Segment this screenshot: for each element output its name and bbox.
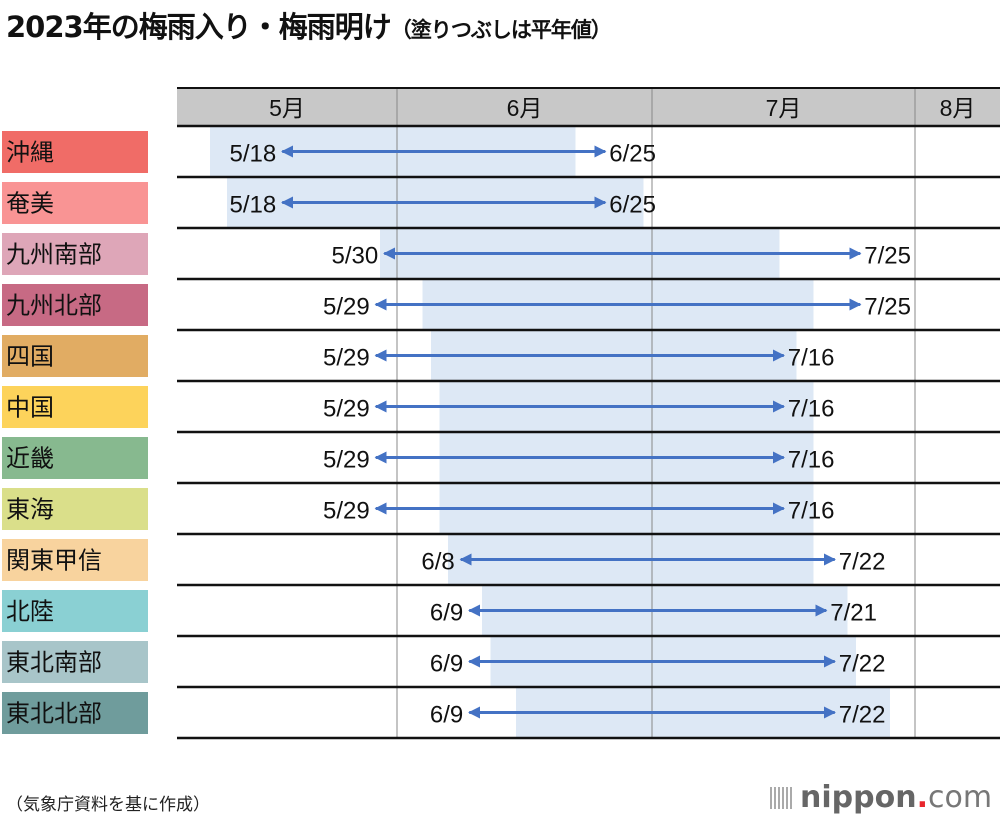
region-label: 北陸 (6, 598, 54, 626)
region-label: 九州南部 (6, 241, 102, 269)
region-label: 九州北部 (6, 292, 102, 320)
title-text: 2023年の梅雨入り・梅雨明け (6, 10, 392, 44)
region-label: 近畿 (6, 445, 54, 473)
end-date-label: 7/22 (839, 651, 886, 678)
region-label: 東北南部 (6, 649, 102, 677)
region-label: 四国 (6, 343, 54, 371)
logo-suffix: com (927, 780, 993, 815)
region-label-box (2, 386, 148, 428)
end-date-label: 7/25 (864, 243, 911, 270)
end-date-label: 7/25 (864, 294, 911, 321)
region-label-box (2, 284, 148, 326)
region-label-box (2, 539, 148, 581)
region-label: 関東甲信 (6, 547, 102, 575)
end-date-label: 6/25 (609, 192, 656, 219)
logo-bars-icon (770, 787, 792, 809)
region-label-box (2, 233, 148, 275)
start-date-label: 5/29 (323, 498, 370, 525)
logo-name: nippon (800, 780, 917, 815)
start-date-label: 5/29 (323, 396, 370, 423)
start-date-label: 5/18 (230, 141, 277, 168)
region-label-box (2, 641, 148, 683)
start-date-label: 5/29 (323, 294, 370, 321)
region-label-box (2, 590, 148, 632)
logo-dot: . (916, 780, 928, 815)
month-label: 8月 (940, 95, 976, 121)
start-date-label: 6/8 (421, 549, 454, 576)
source-note: （気象庁資料を基に作成） (6, 795, 210, 815)
start-date-label: 6/9 (430, 651, 463, 678)
end-date-label: 7/16 (788, 396, 835, 423)
start-date-label: 5/29 (323, 447, 370, 474)
end-date-label: 6/25 (609, 141, 656, 168)
region-label-box (2, 182, 148, 224)
region-label: 沖縄 (6, 139, 54, 167)
start-date-label: 5/29 (323, 345, 370, 372)
region-label-box (2, 335, 148, 377)
start-date-label: 6/9 (430, 600, 463, 627)
region-label: 中国 (6, 394, 54, 422)
region-label-box (2, 692, 148, 734)
start-date-label: 5/30 (332, 243, 379, 270)
end-date-label: 7/16 (788, 498, 835, 525)
month-label: 6月 (507, 95, 543, 121)
chart-title: 2023年の梅雨入り・梅雨明け（塗りつぶしは平年値） (6, 4, 612, 46)
region-label-box (2, 488, 148, 530)
end-date-label: 7/16 (788, 345, 835, 372)
region-label: 東北北部 (6, 700, 102, 728)
region-label: 東海 (6, 496, 54, 524)
start-date-label: 5/18 (230, 192, 277, 219)
month-header-bg (177, 88, 1000, 125)
chart-subtitle: （塗りつぶしは平年値） (390, 18, 612, 42)
region-label: 奄美 (6, 190, 54, 218)
region-label-box (2, 131, 148, 173)
end-date-label: 7/21 (830, 600, 877, 627)
month-label: 7月 (766, 95, 802, 121)
start-date-label: 6/9 (430, 702, 463, 729)
end-date-label: 7/22 (839, 549, 886, 576)
region-label-box (2, 437, 148, 479)
month-label: 5月 (269, 95, 305, 121)
end-date-label: 7/16 (788, 447, 835, 474)
nippon-logo: nippon.com (770, 780, 992, 815)
end-date-label: 7/22 (839, 702, 886, 729)
